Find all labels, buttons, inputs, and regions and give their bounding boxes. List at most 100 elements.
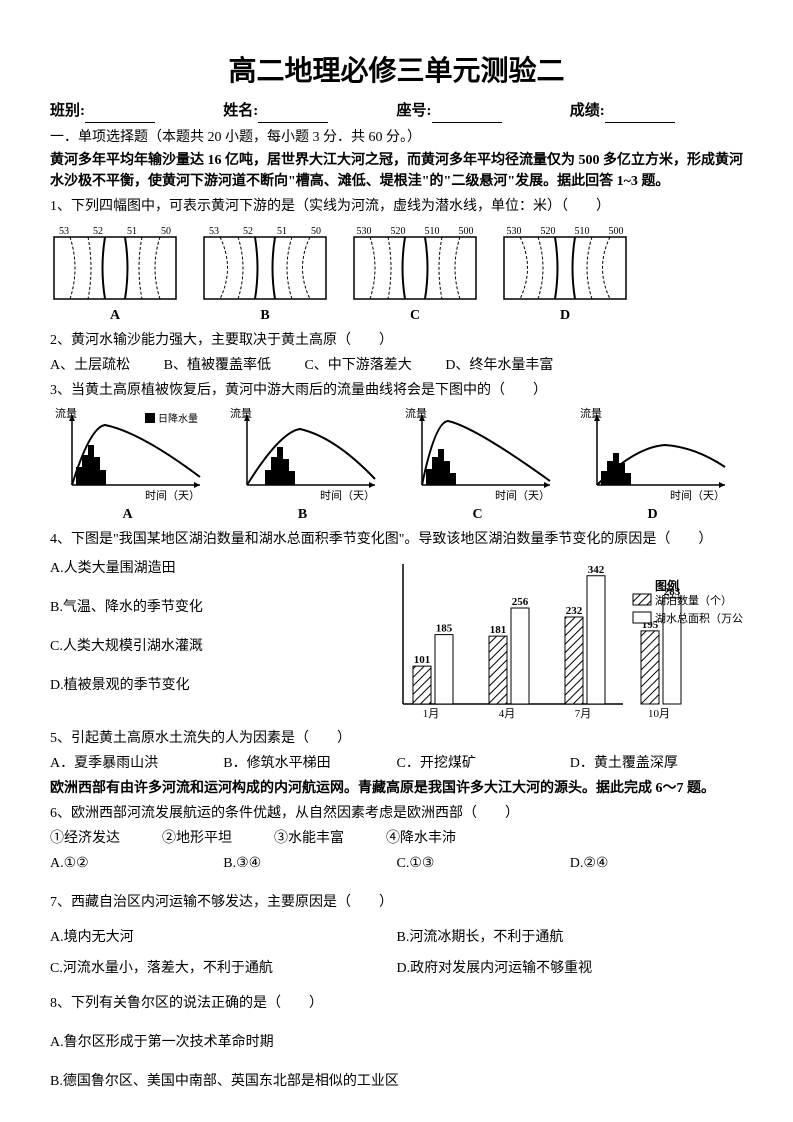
q1-svg-d: 530 520 510 500 <box>500 223 630 303</box>
svg-text:520: 520 <box>391 226 406 237</box>
svg-text:时间（天）: 时间（天） <box>320 489 375 502</box>
q8-opt-a: A.鲁尔区形成于第一次技术革命时期 <box>50 1032 743 1053</box>
svg-text:101: 101 <box>414 654 431 666</box>
q6-options: A.①② B.③④ C.①③ D.②④ <box>50 853 743 874</box>
q7-opt-b: B.河流冰期长，不利于通航 <box>397 927 744 948</box>
q4-opt-b: B.气温、降水的季节变化 <box>50 597 375 618</box>
svg-text:256: 256 <box>512 596 529 608</box>
q1-figures: 53525150 A 53525150 B 530520510500 C 530… <box>50 223 743 326</box>
q5-options: A．夏季暴雨山洪 B．修筑水平梯田 C．开挖煤矿 D．黄土覆盖深厚 <box>50 753 743 774</box>
svg-text:时间（天）: 时间（天） <box>145 489 200 502</box>
label-class: 班别: <box>50 103 85 119</box>
svg-text:流量: 流量 <box>55 407 77 420</box>
q4-bar-chart: 1011851月1812564月2323427月19528310月图例湖泊数量（… <box>383 554 743 724</box>
q6-opt-b: B.③④ <box>223 853 396 874</box>
q1-label-d: D <box>500 305 630 326</box>
q6-opt-a: A.①② <box>50 853 223 874</box>
passage-2: 欧洲西部有由许多河流和运河构成的内河航运网。青藏高原是我国许多大江大河的源头。据… <box>50 778 743 799</box>
svg-text:530: 530 <box>507 226 522 237</box>
svg-text:51: 51 <box>127 226 137 237</box>
question-4: 4、下图是"我国某地区湖泊数量和湖水总面积季节变化图"。导致该地区湖泊数量季节变… <box>50 529 743 550</box>
q3-fig-d: 流量时间（天） D <box>575 407 730 525</box>
q6-opt-d: D.②④ <box>570 853 743 874</box>
question-6: 6、欧洲西部河流发展航运的条件优越，从自然因素考虑是欧洲西部（ ） <box>50 803 743 824</box>
label-seat: 座号: <box>397 103 432 119</box>
q2-opt-b: B、植被覆盖率低 <box>164 355 271 376</box>
svg-text:500: 500 <box>459 226 474 237</box>
q2-opt-c: C、中下游落差大 <box>304 355 411 376</box>
q7-opt-a: A.境内无大河 <box>50 927 397 948</box>
svg-text:湖泊数量（个）: 湖泊数量（个） <box>655 594 732 607</box>
svg-text:510: 510 <box>575 226 590 237</box>
svg-text:7月: 7月 <box>575 708 592 720</box>
svg-text:185: 185 <box>436 622 453 634</box>
svg-text:湖水总面积（万公顷）: 湖水总面积（万公顷） <box>655 611 743 625</box>
section-1-heading: 一．单项选择题（本题共 20 小题，每小题 3 分．共 60 分。） <box>50 127 743 148</box>
blank-name[interactable] <box>258 106 328 123</box>
question-1: 1、下列四幅图中，可表示黄河下游的是（实线为河流，虚线为潜水线，单位：米）（ ） <box>50 196 743 217</box>
label-name: 姓名: <box>223 103 258 119</box>
blank-seat[interactable] <box>432 106 502 123</box>
q5-opt-b: B．修筑水平梯田 <box>223 753 396 774</box>
passage-1: 黄河多年平均年输沙量达 16 亿吨，居世界大江大河之冠，而黄河多年平均径流量仅为… <box>50 150 743 192</box>
svg-text:500: 500 <box>609 226 624 237</box>
svg-text:流量: 流量 <box>580 407 602 420</box>
svg-text:53: 53 <box>209 226 219 237</box>
question-8: 8、下列有关鲁尔区的说法正确的是（ ） <box>50 993 743 1014</box>
q2-opt-d: D、终年水量丰富 <box>445 355 553 376</box>
svg-text:52: 52 <box>243 226 253 237</box>
q4-opt-a: A.人类大量围湖造田 <box>50 558 375 579</box>
q3-label-b: B <box>225 504 380 525</box>
svg-text:10月: 10月 <box>648 708 670 720</box>
q1-fig-a: 53525150 A <box>50 223 180 326</box>
q3-label-a: A <box>50 504 205 525</box>
q5-opt-c: C．开挖煤矿 <box>397 753 570 774</box>
q1-svg-a: 53525150 <box>50 223 180 303</box>
question-2: 2、黄河水输沙能力强大，主要取决于黄土高原（ ） <box>50 330 743 351</box>
q8-opt-b: B.德国鲁尔区、美国中南部、英国东北部是相似的工业区 <box>50 1071 743 1092</box>
q5-opt-d: D．黄土覆盖深厚 <box>570 753 743 774</box>
svg-text:51: 51 <box>277 226 287 237</box>
question-5: 5、引起黄土高原水土流失的人为因素是（ ） <box>50 728 743 749</box>
svg-text:流量: 流量 <box>230 407 252 420</box>
q1-fig-d: 530 520 510 500 D <box>500 223 630 326</box>
svg-text:530: 530 <box>357 226 372 237</box>
q7-opt-d: D.政府对发展内河运输不够重视 <box>397 958 744 979</box>
svg-text:图例: 图例 <box>655 578 679 593</box>
student-info-row: 班别: 姓名: 座号: 成绩: <box>50 100 743 123</box>
question-3: 3、当黄土高原植被恢复后，黄河中游大雨后的流量曲线将会是下图中的（ ） <box>50 380 743 401</box>
q1-fig-c: 530 520 510 500 C <box>350 223 480 326</box>
svg-text:232: 232 <box>566 605 583 617</box>
svg-text:50: 50 <box>161 226 171 237</box>
svg-text:时间（天）: 时间（天） <box>495 489 550 502</box>
q3-fig-b: 流量时间（天） B <box>225 407 380 525</box>
q4-opt-d: D.植被景观的季节变化 <box>50 675 375 696</box>
q1-label-c: C <box>350 305 480 326</box>
svg-text:1月: 1月 <box>423 708 440 720</box>
q3-label-c: C <box>400 504 555 525</box>
svg-text:50: 50 <box>311 226 321 237</box>
q6-items: ①经济发达 ②地形平坦 ③水能丰富 ④降水丰沛 <box>50 828 743 849</box>
q2-opt-a: A、土层疏松 <box>50 355 130 376</box>
svg-text:4月: 4月 <box>499 708 516 720</box>
svg-text:520: 520 <box>541 226 556 237</box>
q3-fig-a: 流量时间（天）日降水量 A <box>50 407 205 525</box>
q3-fig-c: 流量时间（天） C <box>400 407 555 525</box>
svg-text:510: 510 <box>425 226 440 237</box>
q5-opt-a: A．夏季暴雨山洪 <box>50 753 223 774</box>
svg-text:52: 52 <box>93 226 103 237</box>
blank-class[interactable] <box>85 106 155 123</box>
svg-text:流量: 流量 <box>405 407 427 420</box>
blank-score[interactable] <box>605 106 675 123</box>
q1-label-a: A <box>50 305 180 326</box>
q2-options: A、土层疏松 B、植被覆盖率低 C、中下游落差大 D、终年水量丰富 <box>50 355 743 376</box>
q3-svg-b: 流量时间（天） <box>225 407 380 502</box>
q1-fig-b: 53525150 B <box>200 223 330 326</box>
svg-text:342: 342 <box>588 563 605 575</box>
q6-opt-c: C.①③ <box>397 853 570 874</box>
q1-svg-b: 53 52 51 50 <box>200 223 330 303</box>
q3-figures: 流量时间（天）日降水量 A 流量时间（天） B 流量时间（天） C 流量时间（天… <box>50 407 743 525</box>
page-title: 高二地理必修三单元测验二 <box>50 50 743 92</box>
q7-opt-c: C.河流水量小，落差大，不利于通航 <box>50 958 397 979</box>
svg-text:时间（天）: 时间（天） <box>670 489 725 502</box>
